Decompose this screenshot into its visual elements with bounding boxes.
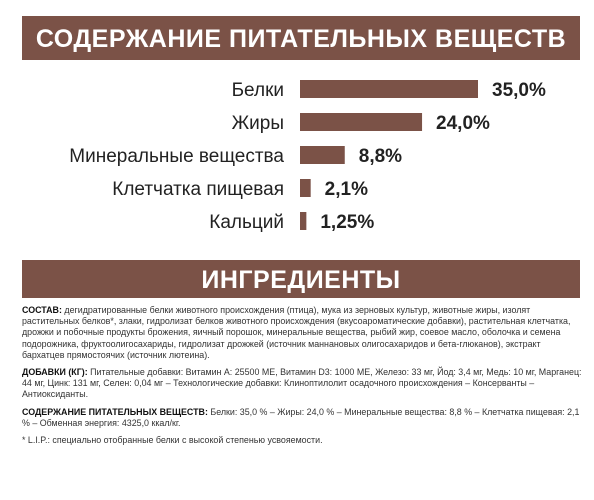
footnote: * L.I.P.: специально отобранные белки с … [22, 435, 323, 446]
bar [300, 179, 311, 197]
value-label: 35,0% [492, 80, 546, 101]
bar [300, 80, 478, 98]
bar [300, 113, 423, 131]
additives-paragraph: ДОБАВКИ (КГ): Питательные добавки: Витам… [22, 367, 582, 401]
nutrient-bar-chart: Белки 35,0% Жиры 24,0% Минеральные вещества 8… [69, 80, 546, 233]
category-label: Минеральные вещества [69, 146, 284, 167]
ingredients-banner: ИНГРЕДИЕНТЫ [22, 260, 580, 298]
value-label: 1,25% [320, 212, 374, 233]
category-label: Клетчатка пищевая [112, 179, 284, 200]
bar [300, 146, 345, 164]
category-label: Кальций [209, 212, 284, 233]
nutrients-paragraph: СОДЕРЖАНИЕ ПИТАТЕЛЬНЫХ ВЕЩЕСТВ: Белки: 3… [22, 407, 582, 429]
bar [300, 212, 307, 230]
composition-paragraph: СОСТАВ: дегидратированные белки животног… [22, 305, 582, 361]
nutrients-banner: СОДЕРЖАНИЕ ПИТАТЕЛЬНЫХ ВЕЩЕСТВ [22, 16, 580, 60]
category-label: Жиры [232, 113, 284, 134]
additives-key: ДОБАВКИ (КГ): [22, 367, 88, 378]
additives-text: Питательные добавки: Витамин A: 25500 МЕ… [22, 367, 582, 400]
nutrients-text: Белки: 35,0 % – Жиры: 24,0 % – Минеральн… [22, 406, 580, 428]
composition-key: СОСТАВ: [22, 305, 62, 315]
value-label: 24,0% [436, 113, 490, 134]
value-label: 8,8% [359, 146, 402, 167]
category-label: Белки [232, 80, 284, 101]
ingredients-section: СОСТАВ: дегидратированные белки животног… [22, 305, 582, 452]
value-label: 2,1% [325, 179, 368, 200]
composition-text: дегидратированные белки животного происх… [22, 305, 571, 360]
nutrients-key: СОДЕРЖАНИЕ ПИТАТЕЛЬНЫХ ВЕЩЕСТВ: [22, 406, 208, 417]
